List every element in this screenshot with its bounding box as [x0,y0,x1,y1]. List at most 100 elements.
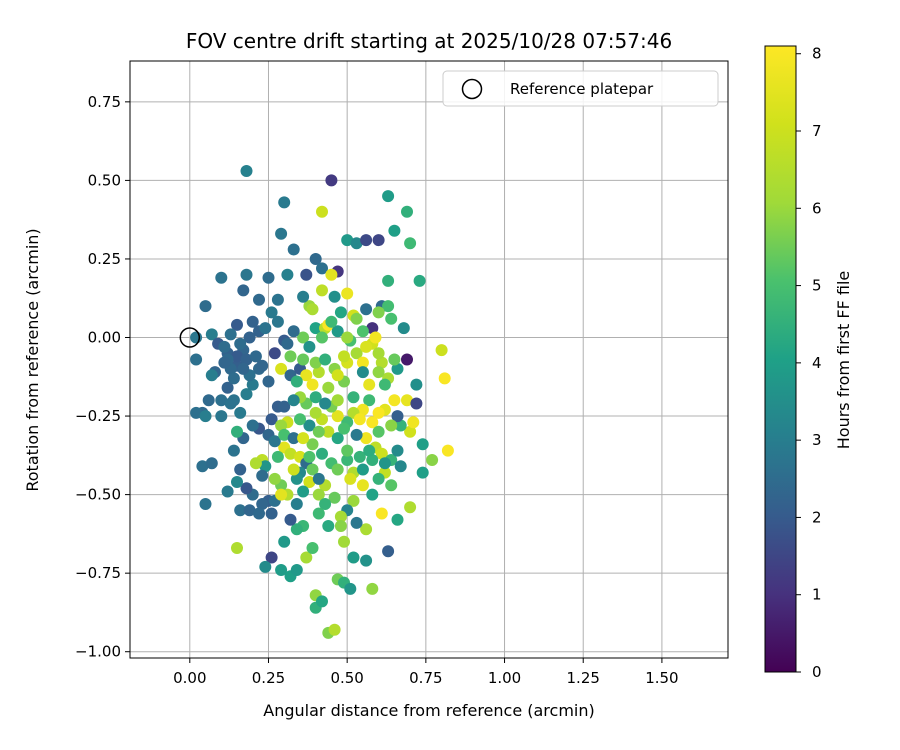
data-point [316,595,328,608]
data-point [205,328,218,341]
data-point [331,394,344,407]
x-tick-label: 0.75 [409,669,442,687]
data-point [234,337,247,350]
data-point [331,410,344,423]
data-point [366,582,379,595]
data-point [385,419,398,432]
data-point [375,356,388,369]
data-point [382,274,395,287]
data-point [215,410,228,423]
data-point [262,271,275,284]
y-tick-label: 0.50 [88,171,121,189]
data-point [196,460,209,473]
data-point [344,472,357,485]
data-point [385,479,398,492]
data-point [410,378,423,391]
data-point [303,340,316,353]
data-point [265,306,278,319]
data-point [300,369,313,382]
data-point [190,331,203,344]
colorbar-tick-label: 5 [812,277,822,295]
data-point [312,507,325,520]
data-point [262,375,275,388]
data-point [372,347,385,360]
data-point [294,413,306,426]
data-point [234,463,247,476]
data-point [378,457,391,470]
plot-frame [129,60,729,659]
data-point [275,419,288,432]
data-point [265,551,278,564]
data-point [356,325,369,338]
data-point [350,516,363,529]
data-point [319,353,332,366]
data-point [287,432,300,445]
data-point [205,457,218,470]
data-point [438,372,451,385]
data-point [256,359,269,372]
data-point [221,485,234,498]
data-point [303,450,316,463]
data-point [297,353,310,366]
y-tick-label: −1.00 [75,643,121,661]
data-point [410,397,423,410]
data-point [404,425,417,438]
data-point [397,322,410,335]
data-point [360,523,373,536]
data-point [190,353,203,366]
data-point [309,391,322,404]
x-axis-label: Angular distance from reference (arcmin) [263,701,594,720]
data-point [218,356,231,369]
data-point [268,347,281,360]
data-point [237,284,250,297]
data-point [441,444,454,457]
data-point [388,353,401,366]
data-point [231,425,243,438]
data-point [372,234,385,247]
data-point [246,315,259,328]
data-point [306,463,319,476]
data-point [360,340,373,353]
data-point [290,472,303,485]
data-point [372,425,385,438]
data-point [278,196,291,209]
data-point [363,394,376,407]
data-point [353,413,366,426]
data-point [237,362,250,375]
data-point [319,498,332,510]
data-point [391,444,404,457]
data-point [328,491,341,504]
y-axis-label: Rotation from reference (arcmin) [23,228,42,491]
data-point [202,394,215,407]
data-point [271,315,284,328]
data-point [265,413,278,426]
data-point [401,353,413,366]
x-tick-label: 0.50 [330,669,363,687]
data-point [278,400,291,413]
data-point [309,406,322,419]
data-point [240,388,253,401]
data-point [306,438,319,451]
data-point [303,419,316,432]
data-point [312,366,325,379]
x-tick-label: 0.00 [173,669,206,687]
data-point [385,312,398,325]
data-point [297,432,310,445]
y-tick-label: −0.50 [75,486,121,504]
data-point [287,325,300,338]
data-point [234,406,247,419]
data-point [259,322,272,335]
data-point [391,513,404,526]
data-point [303,476,316,488]
data-point [347,391,360,404]
data-point [416,438,429,451]
x-axis-ticks: 0.00 0.25 0.50 0.75 1.00 1.25 1.50 [173,658,679,687]
data-point [366,454,379,466]
data-point [284,350,297,363]
data-point [404,501,417,514]
data-point [360,432,373,445]
data-point [363,444,376,457]
data-point [372,306,385,319]
data-point [388,224,401,237]
